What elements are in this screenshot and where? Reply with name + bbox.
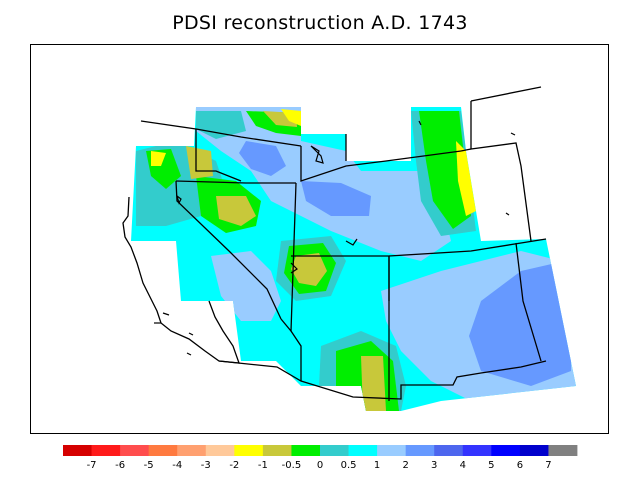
lake-pyramid — [290, 262, 298, 274]
island-ne-2 — [505, 212, 510, 216]
baja-island — [186, 352, 192, 356]
lake-tahoe — [175, 194, 182, 205]
colorbar-swatch — [205, 445, 235, 456]
border-canada-east — [470, 86, 542, 102]
colorbar-tick-label: -7 — [87, 460, 97, 471]
water-features — [154, 120, 516, 356]
colorbar-swatch — [63, 445, 92, 456]
colorbar-tick-label: -5 — [144, 460, 154, 471]
field-slightly-wet-topleft — [196, 111, 246, 139]
pdsi-field — [131, 107, 576, 411]
field-dry-yellow-nw — [151, 151, 166, 166]
state-line-nd-sd — [470, 101, 532, 242]
map-title: PDSI reconstruction A.D. 1743 — [172, 12, 468, 34]
colorbar-tick-label: 5 — [488, 460, 494, 471]
colorbar-swatch — [519, 445, 549, 456]
state-line-or-nv — [175, 180, 296, 184]
colorbar-swatch — [348, 445, 378, 456]
state-line-nm-tx — [388, 238, 547, 257]
lake-mead — [345, 238, 358, 246]
state-line-mt-wy — [300, 146, 462, 182]
field-dry-south — [361, 356, 386, 411]
colorbar-tick-label: -4 — [172, 460, 182, 471]
great-salt-lake — [310, 145, 324, 164]
colorbar-swatch — [491, 445, 521, 456]
state-line-sd-ne — [460, 148, 472, 152]
colorbar-tick-label: 0.5 — [341, 460, 357, 471]
colorbar-swatch — [148, 445, 178, 456]
channel-island-2 — [162, 312, 170, 316]
colorbar-swatch — [434, 445, 464, 456]
colorbar-tick-label: 7 — [545, 460, 551, 471]
field-very-wet-2 — [301, 181, 371, 216]
channel-island-3 — [188, 332, 194, 336]
map-frame — [30, 44, 609, 434]
state-line-tx-panhandle — [515, 242, 542, 362]
colorbar-swatch — [234, 445, 264, 456]
colorbar-swatch — [262, 445, 292, 456]
border-canada-west — [140, 120, 302, 147]
state-line-ca-nv — [175, 180, 282, 320]
colorbar-tick-label: -6 — [115, 460, 125, 471]
colorbar-tick-label: 1 — [374, 460, 380, 471]
colorbar-tick-label: 2 — [402, 460, 408, 471]
colorbar-tick-label: -2 — [229, 460, 239, 471]
colorbar-swatch — [291, 445, 321, 456]
colorbar-swatches — [63, 445, 578, 456]
field-dry-yellow-ne — [456, 141, 476, 216]
colorbar-ticks: -7 -6 -5 -4 -3 -2 -1 -0.5 0 0.5 1 2 3 4 5 6 7 — [87, 460, 552, 471]
colorbar-tick-label: 4 — [460, 460, 466, 471]
field-very-wet-1 — [239, 141, 286, 176]
colorbar-tick-label: -1 — [258, 460, 268, 471]
colorbar-tick-label: 6 — [517, 460, 523, 471]
colorbar-tick-label: -0.5 — [282, 460, 302, 471]
colorbar-swatch — [177, 445, 207, 456]
state-line-id-mt — [195, 129, 242, 182]
colorbar-tick-label: -3 — [201, 460, 211, 471]
colorbar-swatch — [462, 445, 492, 456]
field-dry-west — [216, 196, 256, 226]
island-ne-1 — [418, 120, 422, 126]
field-near-zero-ne — [419, 111, 471, 229]
field-dry-yellow-top — [281, 109, 301, 126]
colorbar-swatch — [120, 445, 150, 456]
colorbar-swatch — [377, 445, 407, 456]
field-very-wet-3 — [469, 263, 571, 386]
colorbar-tick-label: 0 — [317, 460, 323, 471]
pdsi-map — [122, 86, 576, 411]
state-line-az-nm — [290, 330, 302, 381]
colorbar-swatch — [320, 445, 349, 456]
field-dry-center — [291, 253, 327, 286]
colorbar-swatch — [405, 445, 435, 456]
colorbar-swatch — [91, 445, 121, 456]
colorbar-tick-label: 3 — [431, 460, 437, 471]
island-ne-3 — [510, 132, 516, 136]
border-mexico — [218, 360, 547, 400]
colorbar-swatch — [548, 445, 578, 456]
